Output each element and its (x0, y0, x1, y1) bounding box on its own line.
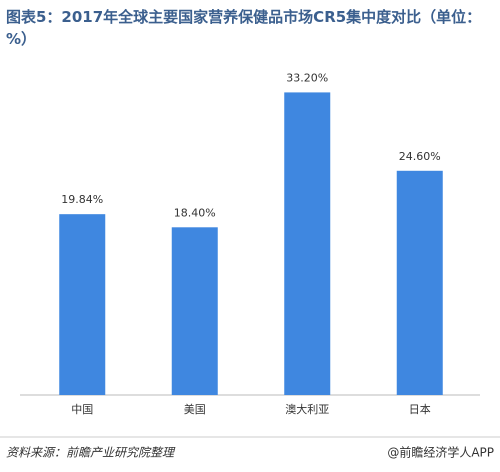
value-label: 24.60% (399, 150, 441, 163)
source: 资料来源：前瞻产业研究院整理 (6, 446, 176, 460)
credit: @前瞻经济学人APP (387, 445, 494, 460)
x-tick-label: 中国 (71, 403, 93, 416)
x-tick-label: 美国 (184, 403, 206, 416)
bar (171, 227, 218, 395)
bar (396, 170, 443, 395)
bar (284, 92, 331, 396)
value-label: 33.20% (286, 71, 328, 84)
bar (59, 214, 106, 395)
value-label: 18.40% (174, 206, 216, 219)
chart-title: 图表5：2017年全球主要国家营养保健品市场CR5集中度对比（单位：%） (6, 8, 482, 48)
x-tick-label: 澳大利亚 (285, 402, 329, 416)
x-tick-label: 日本 (409, 402, 431, 416)
value-label: 19.84% (61, 193, 103, 206)
